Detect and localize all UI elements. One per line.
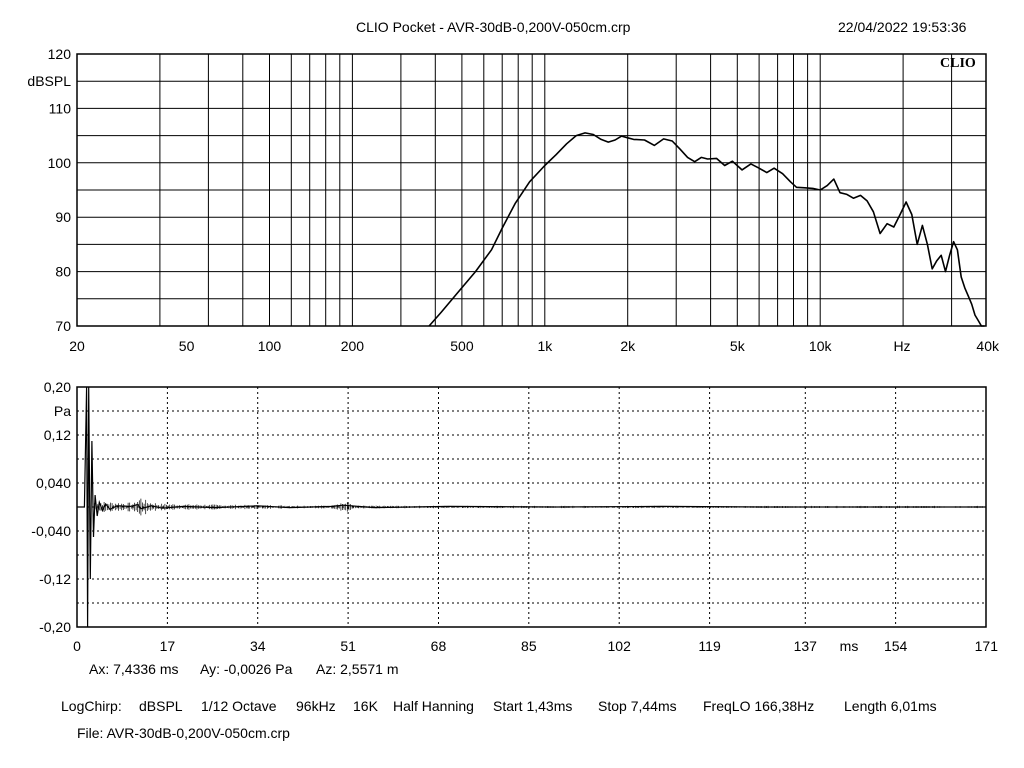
x-tick-label-hz: 5k: [730, 338, 746, 354]
setting-fft-size: 16K: [353, 698, 378, 714]
y-tick-label-dbspl: 80: [55, 264, 71, 280]
x-tick-label-ms: 17: [160, 638, 176, 654]
y-axis-label-dbspl: dBSPL: [27, 73, 71, 89]
x-tick-label-hz: 40k: [976, 338, 1000, 354]
x-tick-label-hz: 2k: [620, 338, 636, 354]
setting-mode: LogChirp:: [61, 698, 122, 714]
x-tick-label-ms: 0: [73, 638, 81, 654]
x-tick-label-ms: 154: [884, 638, 908, 654]
y-tick-label-pa: 0,040: [36, 475, 71, 491]
x-axis-label-ms: ms: [840, 638, 859, 654]
clio-brand-logo: CLIO: [940, 56, 976, 71]
x-tick-label-ms: 102: [608, 638, 632, 654]
x-axis-label-hz: Hz: [893, 338, 910, 354]
y-tick-label-pa: -0,20: [39, 619, 71, 635]
x-tick-label-hz: 200: [341, 338, 365, 354]
x-tick-label-ms: 68: [431, 638, 447, 654]
setting-length: Length 6,01ms: [844, 698, 937, 714]
y-tick-label-dbspl: 90: [55, 209, 71, 225]
x-tick-label-hz: 1k: [537, 338, 553, 354]
cursor-readout-ax: Ax: 7,4336 ms: [89, 661, 179, 677]
setting-smoothing: 1/12 Octave: [201, 698, 277, 714]
y-tick-label-pa: 0,12: [44, 427, 71, 443]
x-tick-label-ms: 51: [340, 638, 356, 654]
y-axis-label-pa: Pa: [54, 403, 71, 419]
impulse-response-plot: 0,20 0,12 0,040 -0,040 -0,12 -0,20 Pa 0 17 34 51 68…: [31, 379, 998, 654]
x-tick-label-ms: 34: [250, 638, 266, 654]
frequency-response-curve: [428, 132, 985, 327]
x-tick-label-hz: 500: [450, 338, 474, 354]
x-tick-label-ms: 119: [698, 638, 721, 654]
setting-unit: dBSPL: [139, 698, 183, 714]
x-tick-label-ms: 137: [794, 638, 818, 654]
frequency-response-plot: 70 80 90 100 110 120 dBSPL 20 50 100 200 500 1k 2k 5k 1…: [27, 46, 1000, 354]
file-name: File: AVR-30dB-0,200V-050cm.crp: [77, 725, 290, 741]
timestamp: 22/04/2022 19:53:36: [838, 19, 967, 35]
cursor-readout-ay: Ay: -0,0026 Pa: [200, 661, 293, 677]
y-tick-label-pa: -0,12: [39, 571, 71, 587]
setting-stop: Stop 7,44ms: [598, 698, 677, 714]
x-tick-label-ms: 171: [975, 638, 999, 654]
y-tick-label-dbspl: 120: [48, 46, 72, 62]
x-tick-label-ms: 85: [521, 638, 537, 654]
x-tick-label-hz: 10k: [809, 338, 833, 354]
setting-start: Start 1,43ms: [493, 698, 573, 714]
y-tick-label-dbspl: 100: [48, 155, 72, 171]
impulse-noise-floor: [92, 498, 985, 516]
cursor-readout-az: Az: 2,5571 m: [316, 661, 399, 677]
window-title: CLIO Pocket - AVR-30dB-0,200V-050cm.crp: [356, 19, 631, 35]
x-tick-label-hz: 50: [179, 338, 195, 354]
x-tick-label-hz: 20: [69, 338, 85, 354]
y-tick-label-pa: 0,20: [44, 379, 71, 395]
setting-window: Half Hanning: [393, 698, 474, 714]
y-tick-label-dbspl: 110: [49, 100, 72, 116]
x-tick-label-hz: 100: [258, 338, 282, 354]
setting-freq-lo: FreqLO 166,38Hz: [703, 698, 815, 714]
y-tick-label-dbspl: 70: [55, 318, 71, 334]
setting-sample-rate: 96kHz: [296, 698, 336, 714]
freq-plot-frame: [76, 53, 987, 327]
y-tick-label-pa: -0,040: [31, 523, 71, 539]
